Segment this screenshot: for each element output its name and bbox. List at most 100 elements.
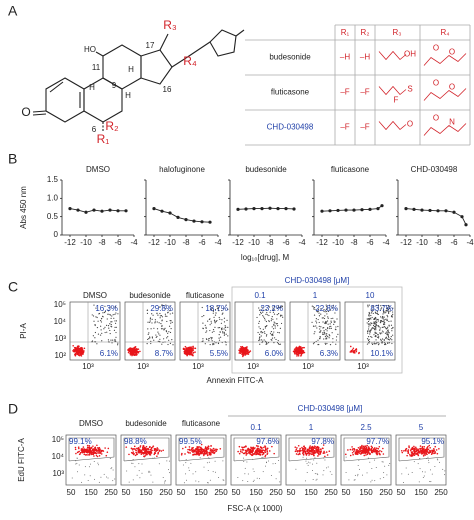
event-dot [405, 467, 407, 469]
event-dot [388, 339, 391, 341]
data-point [360, 208, 364, 212]
atom-label: 11 [92, 63, 101, 72]
event-dot [264, 451, 267, 454]
event-dot [295, 448, 298, 451]
event-dot [358, 448, 361, 451]
event-dot [146, 312, 149, 314]
event-dot [308, 450, 311, 453]
event-dot [280, 306, 282, 308]
plot-title: 1 [309, 423, 314, 432]
event-dot [192, 346, 194, 348]
event-dot [151, 336, 153, 338]
event-dot [202, 338, 204, 340]
event-dot [327, 323, 329, 325]
event-dot [221, 328, 223, 331]
event-dot [81, 348, 84, 351]
event-dot [84, 466, 86, 468]
event-dot [387, 329, 389, 331]
event-dot [169, 320, 171, 322]
event-dot [77, 447, 80, 450]
event-dot [368, 314, 370, 317]
event-dot [159, 306, 161, 308]
x-tick-label: 250 [104, 488, 118, 497]
event-dot [354, 452, 357, 455]
event-dot [420, 451, 423, 454]
event-dot [329, 326, 331, 328]
event-dot [114, 305, 116, 308]
event-dot [417, 454, 420, 457]
r3-atom: O [407, 120, 413, 129]
event-dot [215, 342, 217, 344]
event-dot [316, 473, 318, 475]
event-dot [216, 305, 218, 307]
event-dot [131, 462, 133, 464]
event-dot [382, 318, 384, 320]
event-dot [147, 321, 149, 323]
event-dot [113, 317, 115, 319]
r4-atom: N [449, 118, 455, 127]
event-dot [372, 327, 374, 329]
event-dot [268, 450, 271, 452]
event-dot [374, 451, 377, 453]
x-tick-label: 150 [194, 488, 208, 497]
event-dot [391, 316, 393, 318]
event-dot [207, 482, 209, 484]
event-dot [426, 453, 428, 456]
x-tick-label: -8 [434, 238, 442, 247]
event-dot [133, 445, 136, 448]
event-dot [117, 313, 119, 315]
event-dot [111, 326, 113, 328]
event-dot [112, 339, 114, 341]
event-dot [239, 347, 242, 350]
data-point [124, 209, 128, 213]
event-dot [325, 337, 327, 339]
event-dot [140, 453, 143, 456]
event-dot [75, 346, 77, 349]
event-dot [424, 454, 427, 456]
event-dot [109, 329, 111, 332]
event-dot [81, 350, 84, 353]
event-dot [214, 314, 217, 316]
event-dot [419, 448, 421, 450]
event-dot [257, 331, 259, 334]
event-dot [107, 477, 109, 479]
event-dot [89, 447, 91, 450]
event-dot [369, 317, 371, 319]
event-dot [335, 336, 338, 338]
data-point [168, 211, 172, 215]
event-dot [364, 447, 367, 450]
event-dot [320, 308, 322, 310]
event-dot [244, 473, 246, 475]
event-dot [83, 453, 86, 456]
event-dot [278, 332, 280, 334]
event-dot [265, 335, 268, 337]
event-dot [130, 447, 133, 450]
event-dot [381, 330, 384, 332]
event-dot [428, 444, 431, 447]
table-header: R₃ [392, 28, 401, 37]
event-dot [326, 333, 328, 335]
event-dot [371, 467, 373, 469]
event-dot [326, 307, 328, 309]
event-dot [375, 325, 377, 327]
event-dot [323, 331, 325, 333]
event-dot [222, 332, 224, 334]
event-dot [281, 314, 283, 316]
y-tick-label: 10⁴ [54, 317, 67, 326]
event-dot [94, 323, 96, 326]
event-dot [277, 325, 279, 327]
event-dot [356, 449, 358, 451]
event-dot [239, 450, 242, 453]
x-axis-label: log₁₀[drug], M [241, 253, 290, 262]
x-tick-label: 250 [214, 488, 228, 497]
event-dot [217, 342, 220, 345]
event-dot [335, 343, 337, 345]
event-dot [74, 448, 77, 451]
event-dot [273, 321, 275, 323]
event-dot [241, 446, 243, 448]
event-dot [214, 308, 217, 311]
event-dot [417, 450, 420, 453]
event-dot [214, 460, 216, 462]
data-point [412, 207, 416, 211]
event-dot [276, 318, 278, 320]
